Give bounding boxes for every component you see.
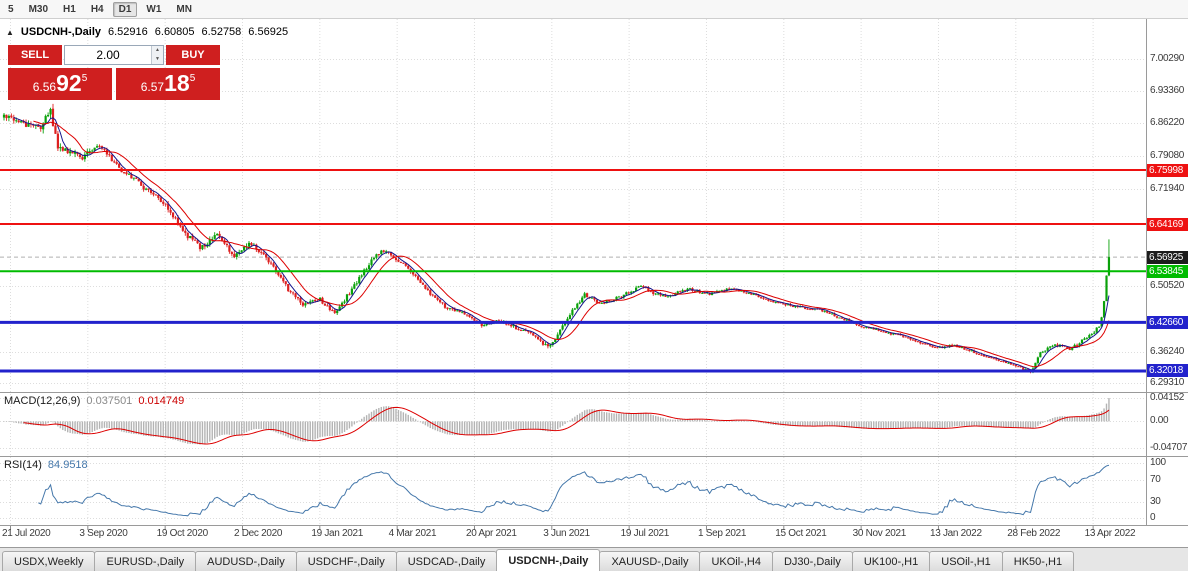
tab-hk50-h1[interactable]: HK50-,H1 [1001,551,1075,571]
ohlc-high: 6.60805 [154,26,195,38]
buy-price-big-digits: 18 [164,70,190,96]
tab-usdx-weekly[interactable]: USDX,Weekly [2,551,96,571]
chart-tab-bar: USDX,Weekly EURUSD-,Daily AUDUSD-,Daily USD… [0,547,1188,571]
timeframe-button-5[interactable]: 5 [8,3,14,15]
timeframe-button-h4[interactable]: H4 [90,3,104,15]
sell-price-display[interactable]: 6.56 92 5 [8,68,112,100]
rsi-indicator-label: RSI(14) 84.9518 [4,459,88,471]
chart-symbol: USDCNH-,Daily [20,26,101,38]
buy-price-display[interactable]: 6.57 18 5 [116,68,220,100]
tab-usdcnh-daily[interactable]: USDCNH-,Daily [496,549,601,571]
ohlc-close: 6.56925 [248,26,289,38]
tab-eurusd-daily[interactable]: EURUSD-,Daily [94,551,197,571]
tab-usoil-h1[interactable]: USOil-,H1 [929,551,1003,571]
macd-name: MACD(12,26,9) [4,395,81,407]
timeframe-button-mn[interactable]: MN [176,3,192,15]
buy-button[interactable]: BUY [166,45,220,65]
collapse-panel-arrow-icon[interactable]: ▲ [6,27,14,37]
macd-indicator-label: MACD(12,26,9) 0.037501 0.014749 [4,395,184,407]
timeframe-toolbar: 5 M30 H1 H4 D1 W1 MN [0,0,1188,19]
buy-price-prefix: 6.57 [140,80,165,94]
ohlc-open: 6.52916 [108,26,148,38]
sell-price-pipette: 5 [81,73,88,84]
volume-control[interactable]: 2.00 ▲ ▼ [64,45,164,65]
tab-uk100-h1[interactable]: UK100-,H1 [851,551,931,571]
timeframe-button-w1[interactable]: W1 [146,3,162,15]
volume-input[interactable]: 2.00 [96,48,120,62]
rsi-name: RSI(14) [4,459,42,471]
tab-dj30-daily[interactable]: DJ30-,Daily [771,551,853,571]
sell-button[interactable]: SELL [8,45,62,65]
timeframe-button-d1[interactable]: D1 [112,1,138,17]
volume-up-icon[interactable]: ▲ [152,46,163,55]
tab-usdchf-daily[interactable]: USDCHF-,Daily [295,551,397,571]
sell-price-big-digits: 92 [56,70,82,96]
macd-main-value: 0.037501 [86,395,133,407]
macd-signal-value: 0.014749 [138,395,185,407]
volume-down-icon[interactable]: ▼ [152,55,163,64]
buy-price-pipette: 5 [189,73,196,84]
tab-audusd-daily[interactable]: AUDUSD-,Daily [195,551,297,571]
chart-ohlc-line: ▲ USDCNH-,Daily 6.52916 6.60805 6.52758 … [6,26,288,38]
tab-ukoil-h4[interactable]: UKOil-,H4 [699,551,773,571]
timeframe-button-h1[interactable]: H1 [63,3,76,15]
rsi-value: 84.9518 [47,459,88,471]
timeframe-button-m30[interactable]: M30 [28,3,49,15]
sell-price-prefix: 6.56 [32,80,57,94]
one-click-trading-panel: SELL 2.00 ▲ ▼ BUY 6.56 92 5 6.57 18 5 [8,45,220,100]
volume-spinner: ▲ ▼ [151,46,163,64]
tab-usdcad-daily[interactable]: USDCAD-,Daily [395,551,498,571]
tab-xauusd-daily[interactable]: XAUUSD-,Daily [599,551,701,571]
ohlc-low: 6.52758 [201,26,242,38]
price-chart-canvas[interactable] [0,19,1188,547]
